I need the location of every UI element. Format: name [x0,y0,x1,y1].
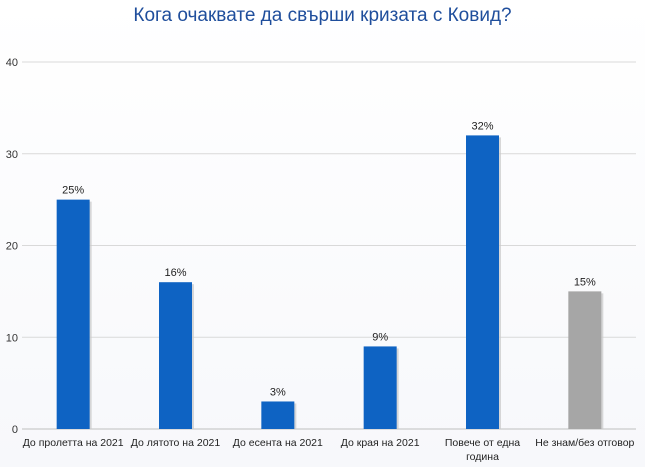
x-tick-label: До края на 2021 [341,437,420,449]
bar [56,199,90,429]
y-tick-label: 0 [12,424,18,436]
y-tick-label: 20 [6,241,18,253]
bar [159,282,192,429]
bar [363,346,397,429]
chart-title: Кога очаквате да свърши кризата с Ковид? [133,5,512,26]
bar [466,135,499,429]
y-tick-label: 30 [6,149,18,161]
x-tick-label: Не знам/без отговор [535,437,634,449]
data-label: 15% [574,276,596,288]
x-tick-label: година [466,451,499,463]
x-tick-label: До лятото на 2021 [131,437,221,449]
data-label: 32% [471,120,493,132]
y-tick-label: 40 [6,57,18,69]
bar [261,401,295,429]
x-tick-label: До пролетта на 2021 [23,437,124,449]
data-label: 25% [62,185,84,197]
bar [568,291,602,429]
data-label: 9% [372,331,388,343]
data-label: 3% [270,386,286,398]
data-label: 16% [164,267,186,279]
x-tick-label: Повече от една [445,437,520,449]
x-tick-label: До есента на 2021 [233,437,323,449]
y-tick-label: 10 [6,332,18,344]
